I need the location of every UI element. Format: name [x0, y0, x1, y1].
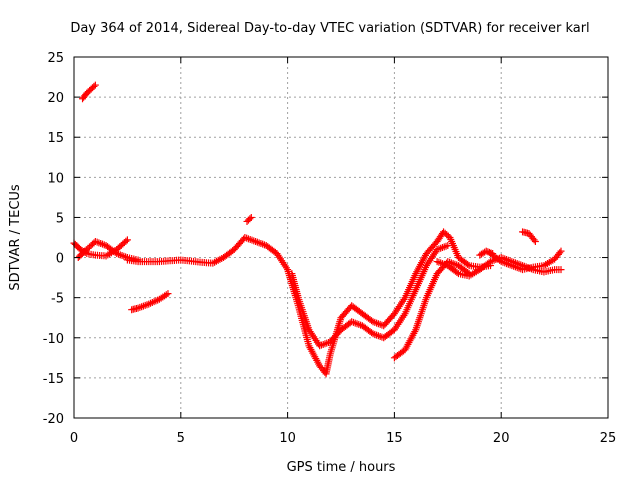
- data-point: [164, 290, 172, 298]
- y-tick-label: -15: [43, 372, 64, 387]
- y-tick-label: 25: [47, 51, 64, 66]
- grid-lines: [74, 57, 608, 418]
- data-point: [444, 242, 452, 250]
- y-tick-label: 0: [56, 252, 64, 267]
- y-tick-label: -10: [43, 332, 64, 347]
- data-point: [464, 260, 472, 268]
- y-tick-label: -20: [43, 412, 64, 427]
- y-tick-label: 5: [56, 211, 64, 226]
- y-tick-label: 15: [47, 131, 64, 146]
- series-arc-e: [123, 234, 281, 267]
- data-point: [482, 247, 490, 255]
- y-axis-label: SDTVAR / TECUs: [8, 184, 23, 291]
- x-tick-label: 20: [493, 431, 510, 446]
- data-point: [246, 215, 254, 223]
- series-arc-k: [487, 247, 565, 274]
- series-arc-m: [476, 247, 497, 259]
- x-tick-label: 15: [386, 431, 403, 446]
- y-tick-label: 10: [47, 171, 64, 186]
- x-tick-label: 25: [600, 431, 617, 446]
- x-tick-label: 10: [279, 431, 296, 446]
- series-arc-l: [519, 228, 539, 246]
- data-point: [489, 250, 497, 258]
- data-point: [487, 249, 495, 257]
- plot-frame: [73, 56, 609, 419]
- x-axis-label: GPS time / hours: [287, 460, 396, 475]
- series-arc-f: [243, 213, 255, 225]
- series-arc-a: [79, 81, 99, 103]
- data-point: [531, 238, 539, 246]
- series-arc-c: [74, 238, 142, 264]
- data-point: [123, 236, 131, 244]
- data-point: [162, 291, 170, 299]
- data-points: [70, 81, 565, 378]
- data-point: [557, 247, 565, 255]
- x-tick-label: 5: [177, 431, 185, 446]
- series-arc-h: [288, 242, 452, 350]
- data-point: [485, 248, 493, 256]
- data-point: [90, 82, 98, 90]
- data-point: [484, 248, 492, 256]
- data-point: [122, 237, 130, 245]
- data-point: [556, 249, 564, 257]
- data-point: [91, 81, 99, 89]
- axis-ticks: 0 5 10 15 20 25 -20 -15 -10 -5 0 5 10 15 20 25: [43, 51, 617, 446]
- data-point: [530, 236, 538, 244]
- x-tick-label: 0: [70, 431, 78, 446]
- data-point: [453, 268, 461, 276]
- series-arc-d: [128, 290, 172, 314]
- data-point: [557, 266, 565, 274]
- y-tick-label: 20: [47, 91, 64, 106]
- chart-title: Day 364 of 2014, Sidereal Day-to-day VTE…: [70, 21, 589, 36]
- y-tick-label: -5: [51, 292, 64, 307]
- data-point: [247, 213, 255, 221]
